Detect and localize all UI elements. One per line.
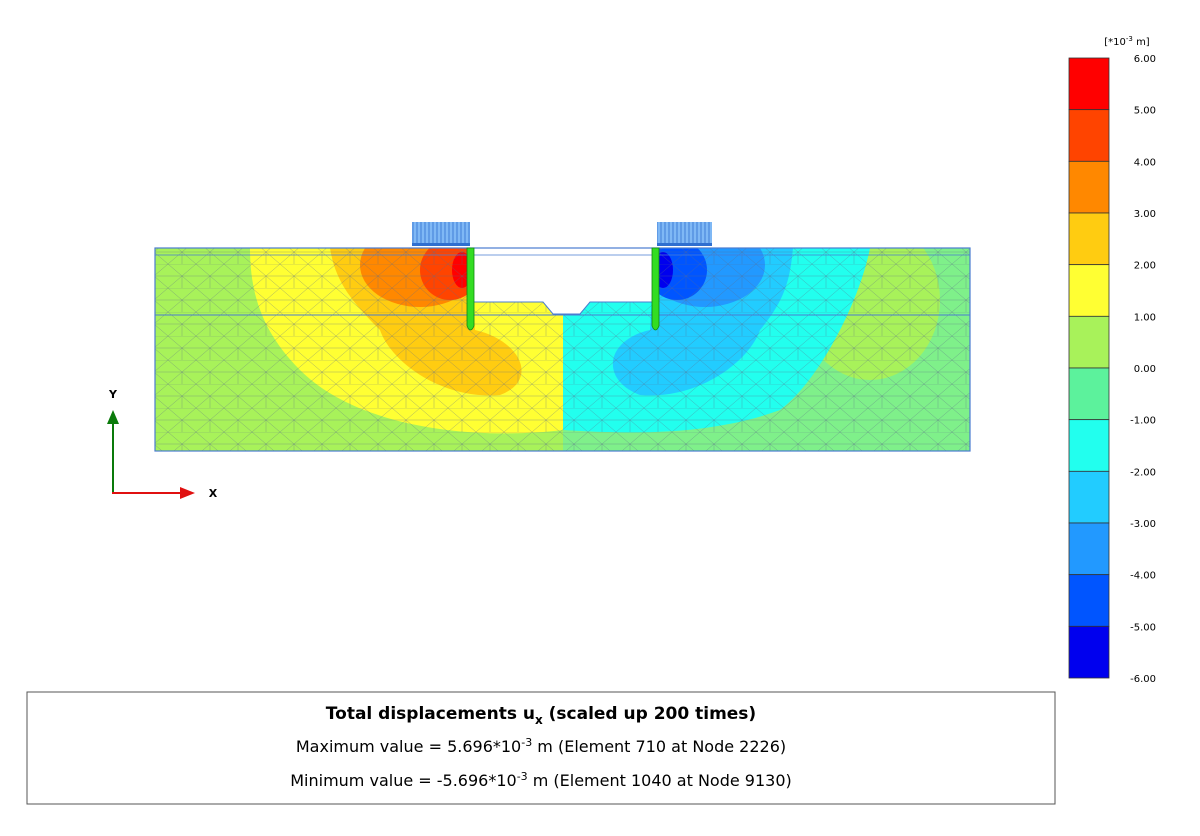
min-text: m (Element 1040 at Node 9130) [528,771,792,790]
legend-band [1068,625,1110,679]
legend-band [1068,522,1110,576]
caption-max: Maximum value = 5.696*10-3 m (Element 71… [296,736,786,756]
max-text: Maximum value = 5.696*10 [296,737,521,756]
legend-band [1068,109,1110,162]
legend-label: -6.00 [1130,674,1156,685]
legend-label: 0.00 [1134,364,1156,375]
title-text: (scaled up 200 times) [543,704,756,724]
legend-band [1068,470,1110,524]
caption-box [26,691,1056,805]
legend-band [1068,160,1110,214]
legend-label: -4.00 [1130,571,1156,582]
caption-min: Minimum value = -5.696*10-3 m (Element 1… [290,770,792,790]
legend-band [1068,57,1110,111]
axis-indicator: Y X [107,388,218,500]
surface-load [412,222,470,244]
unit-text: [*10 [1104,37,1126,48]
legend-band [1068,367,1110,421]
wall [651,247,660,331]
axis-label: X [209,487,218,500]
title-text: Total displacements u [326,704,535,724]
legend-band [1068,574,1110,627]
max-exponent: -3 [521,736,532,749]
wall [466,247,475,331]
unit-exponent: -3 [1126,35,1133,43]
legend-label: 1.00 [1134,312,1156,323]
model-boundary [154,247,971,452]
legend-band [1068,419,1110,472]
surface-load [657,222,712,244]
title-subscript: x [535,713,543,727]
legend-label: 5.00 [1134,106,1156,117]
legend-band [1068,264,1110,317]
caption-title: Total displacements ux (scaled up 200 ti… [326,704,756,727]
axis-label: Y [108,388,118,401]
unit-text: m] [1133,37,1150,48]
legend: [*10-3 m] 6.00 5.00 4.00 3.00 2.00 1.00 0.00 -1… [1068,35,1156,685]
legend-label: -5.00 [1130,622,1156,633]
min-exponent: -3 [517,770,528,783]
legend-label: -2.00 [1130,467,1156,478]
legend-label: 2.00 [1134,261,1156,272]
surface-load-base [412,243,470,246]
surface-load-base [657,243,712,246]
legend-label: -1.00 [1130,416,1156,427]
excavation [472,301,652,315]
legend-label: 3.00 [1134,209,1156,220]
min-text: Minimum value = -5.696*10 [290,771,516,790]
legend-label: -3.00 [1130,519,1156,530]
legend-band [1068,212,1110,266]
contour-plot [155,248,970,451]
legend-label: 4.00 [1134,157,1156,168]
legend-unit: [*10-3 m] [1104,35,1150,48]
max-text: m (Element 710 at Node 2226) [532,737,786,756]
legend-band [1068,315,1110,369]
legend-label: 6.00 [1134,54,1156,65]
